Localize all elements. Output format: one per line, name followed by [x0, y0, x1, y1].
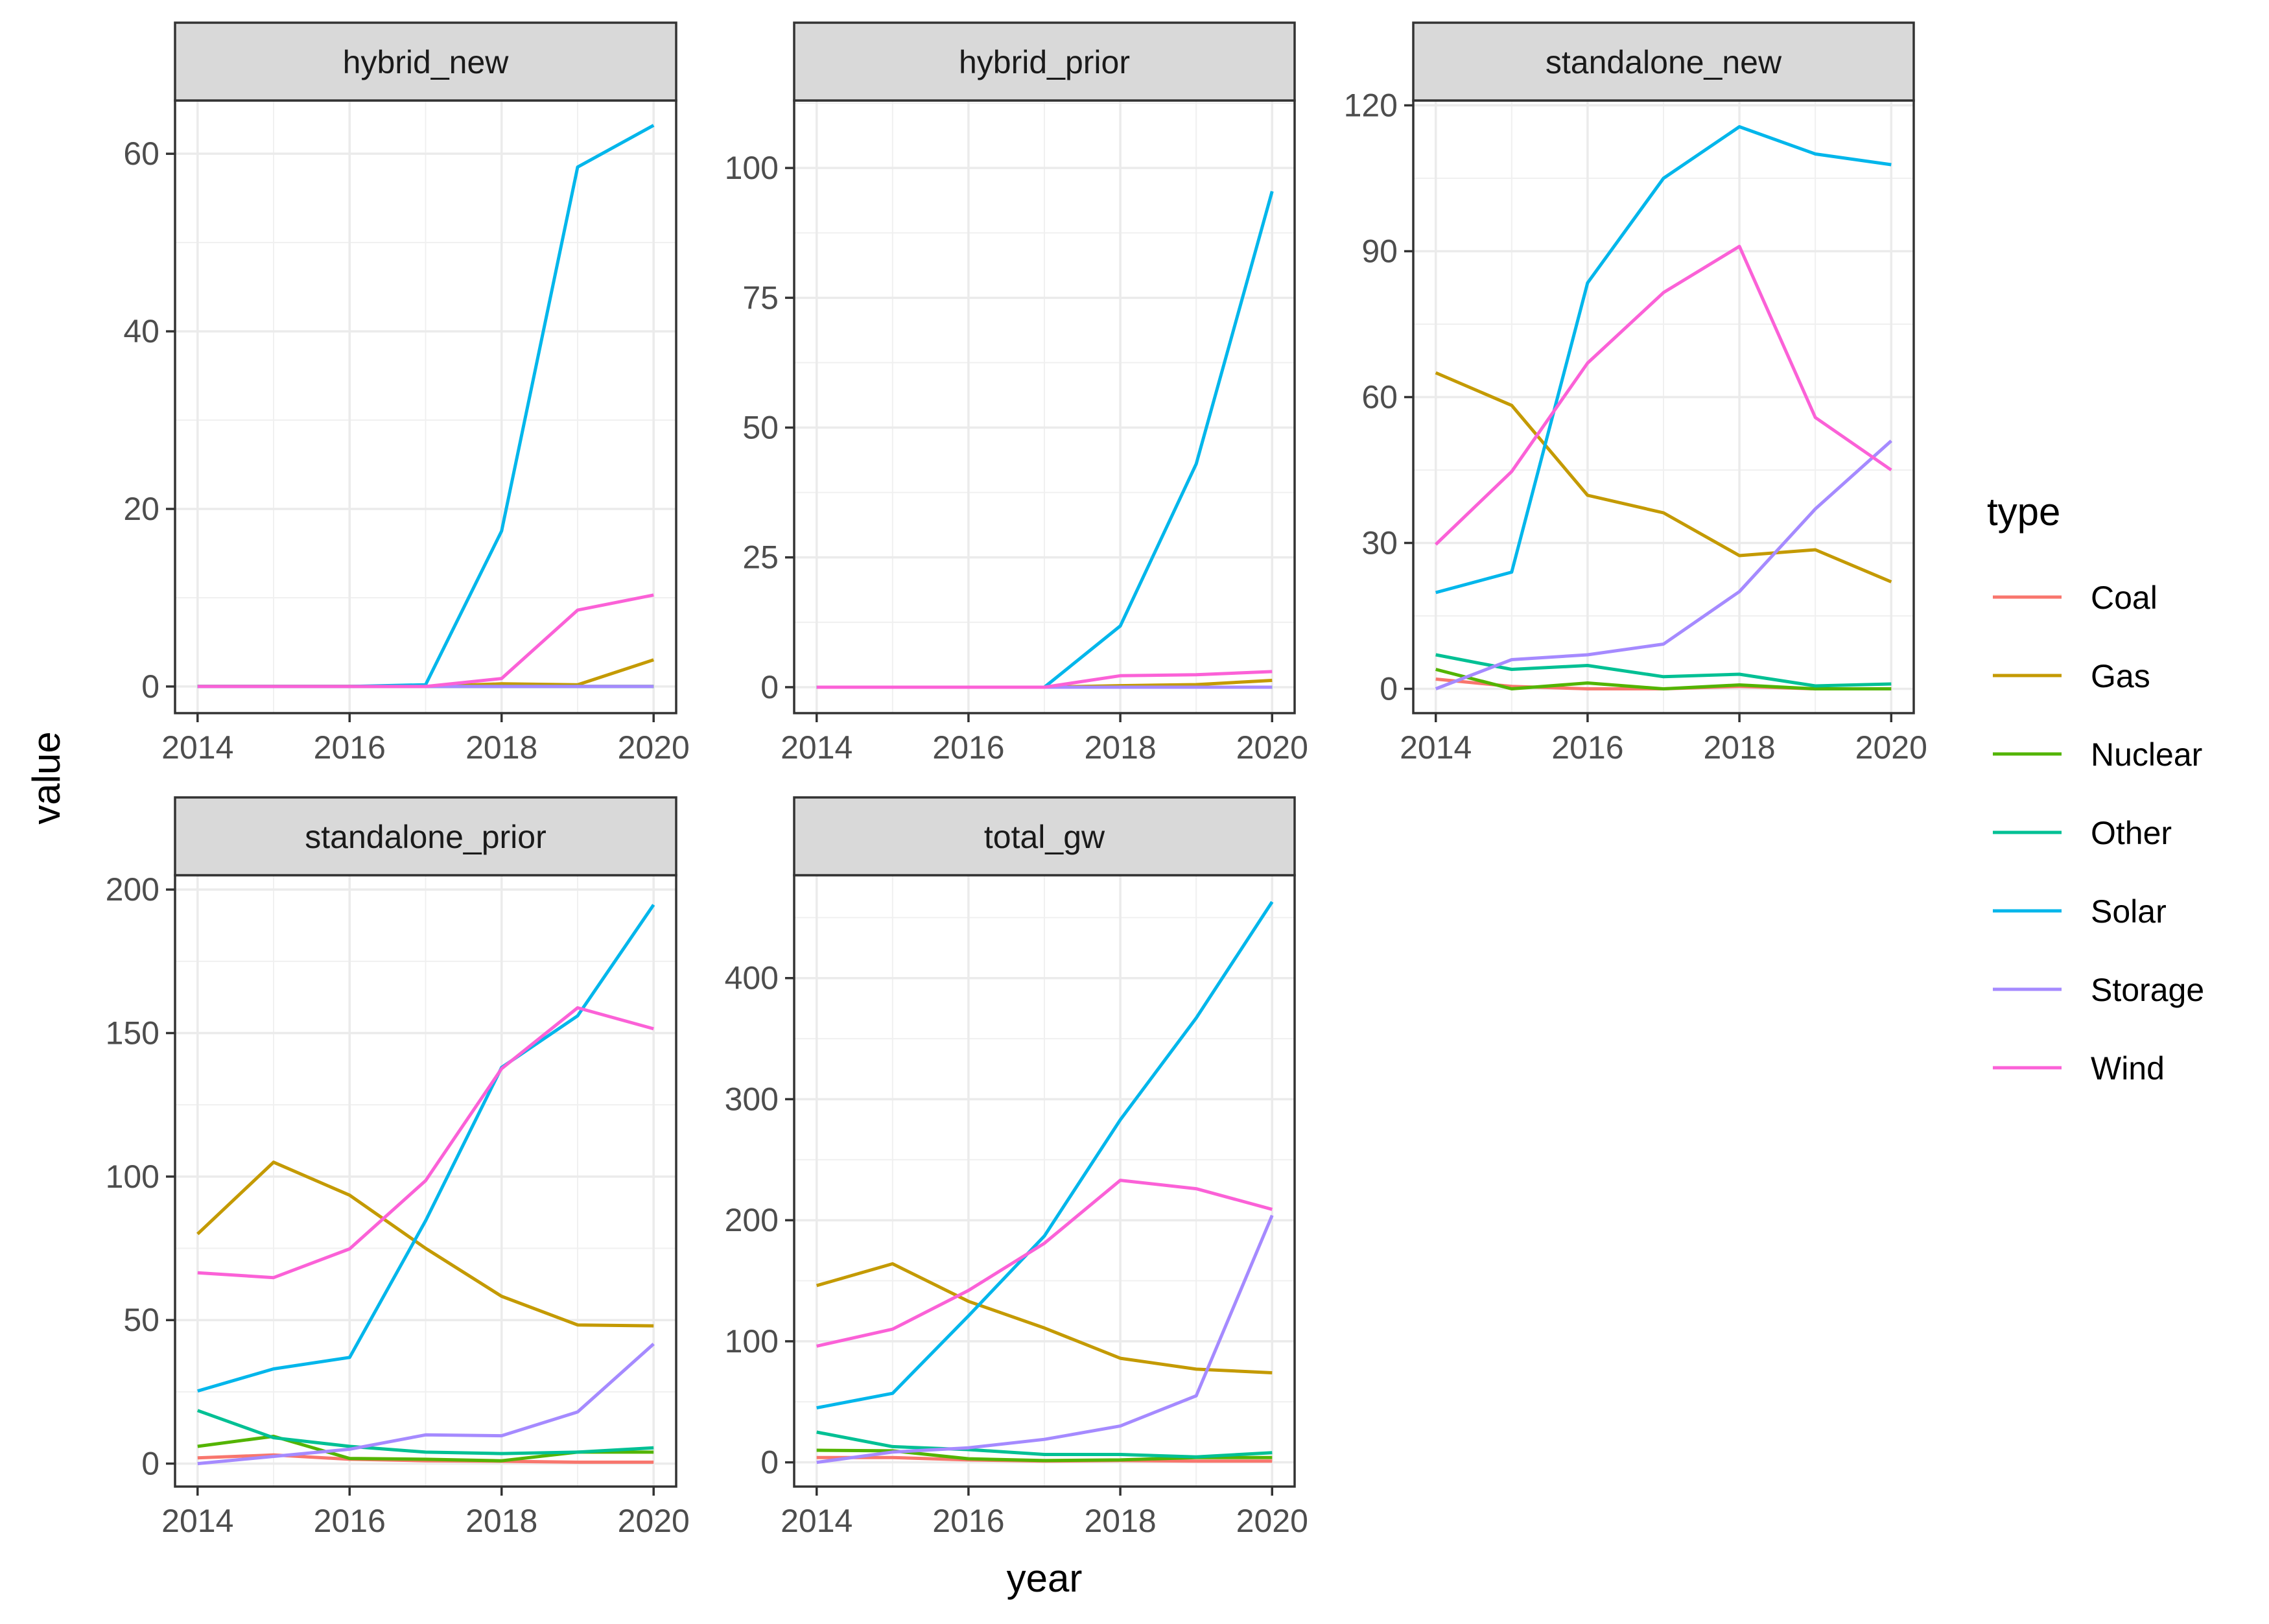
x-axis-title: year [1007, 1557, 1083, 1600]
series-line-other [1435, 653, 1892, 688]
facet-panel-hybrid_prior: hybrid_prior 0 25 50 75 100 2014 2016 2018 2020 [725, 21, 1308, 766]
y-tick-label: 0 [141, 668, 159, 705]
legend-item-nuclear: Nuclear [1993, 736, 2202, 773]
x-tick-label: 2016 [1551, 729, 1623, 766]
series-line-solar [1435, 125, 1892, 594]
x-tick-label: 2016 [314, 729, 386, 766]
y-tick-label: 40 [123, 313, 159, 349]
series-line-wind [816, 1179, 1273, 1348]
legend-label-coal: Coal [2091, 580, 2157, 616]
facet-strip [174, 21, 677, 102]
x-tick-label: 2014 [1400, 729, 1472, 766]
facet-strip-label: standalone_new [1546, 44, 1782, 80]
x-tick-label: 2020 [1236, 1503, 1308, 1539]
x-tick-label: 2014 [161, 729, 233, 766]
series-line-gas [196, 1160, 654, 1328]
y-tick-label: 120 [1344, 88, 1398, 124]
x-tick-label: 2016 [932, 729, 1004, 766]
facet-panel-standalone_prior: standalone_prior 0 50 100 150 200 2014 2016 2018… [106, 796, 690, 1539]
legend-item-wind: Wind [1993, 1050, 2165, 1087]
series-line-gas [816, 1262, 1273, 1374]
legend-label-solar: Solar [2091, 893, 2167, 930]
legend-item-coal: Coal [1993, 580, 2157, 616]
legend: type Coal Gas Nuclear Other Solar Storage Wind [1987, 490, 2204, 1087]
x-tick-label: 2014 [781, 1503, 852, 1539]
y-tick-label: 50 [123, 1302, 159, 1338]
series-line-storage [816, 1214, 1274, 1465]
y-tick-label: 0 [760, 1444, 779, 1481]
facet-strip-label: hybrid_prior [959, 44, 1130, 80]
y-tick-label: 30 [1361, 525, 1398, 561]
x-tick-label: 2014 [781, 729, 852, 766]
series-line-wind [1434, 244, 1892, 546]
legend-label-other: Other [2091, 815, 2172, 851]
y-tick-label: 400 [725, 960, 779, 996]
facet-strip-label: standalone_prior [305, 819, 547, 855]
y-tick-label: 75 [742, 279, 779, 316]
y-tick-label: 300 [725, 1081, 779, 1117]
legend-title: type [1987, 490, 2060, 534]
y-tick-label: 0 [760, 669, 779, 705]
y-tick-label: 0 [141, 1446, 159, 1482]
y-tick-label: 100 [725, 150, 779, 186]
x-tick-label: 2020 [1855, 729, 1927, 766]
legend-item-other: Other [1993, 815, 2172, 851]
x-tick-label: 2016 [314, 1503, 386, 1539]
series-line-wind [816, 670, 1273, 689]
facet-panel-hybrid_new: hybrid_new 0 20 40 60 2014 2016 2018 2020 [123, 21, 690, 766]
series-line-nuclear [1435, 668, 1892, 690]
y-tick-label: 100 [725, 1323, 779, 1359]
series-line-solar [197, 904, 655, 1393]
y-tick-label: 100 [106, 1159, 159, 1195]
x-tick-label: 2020 [618, 729, 690, 766]
series-line-gas [1435, 371, 1892, 583]
x-tick-label: 2018 [1703, 729, 1775, 766]
legend-label-nuclear: Nuclear [2091, 736, 2202, 773]
series-line-wind [197, 1006, 654, 1280]
legend-item-solar: Solar [1993, 893, 2167, 930]
y-tick-label: 60 [1361, 379, 1398, 416]
facet-strip [793, 21, 1296, 102]
y-tick-label: 50 [742, 410, 779, 446]
y-tick-label: 20 [123, 491, 159, 527]
y-tick-label: 60 [123, 135, 159, 172]
y-axis-title: value [25, 731, 68, 824]
facet-panel-total_gw: total_gw 0 100 200 300 400 2014 2016 2018 2020 [725, 796, 1308, 1539]
facet-strip-label: hybrid_new [343, 44, 510, 80]
series-line-storage [197, 1343, 655, 1466]
series-line-storage [1435, 440, 1892, 690]
y-tick-label: 0 [1380, 671, 1398, 707]
x-tick-label: 2020 [618, 1503, 690, 1539]
legend-label-storage: Storage [2091, 972, 2204, 1008]
x-tick-label: 2018 [465, 1503, 537, 1539]
facet-strip [793, 796, 1296, 877]
y-tick-label: 25 [742, 539, 779, 576]
x-tick-label: 2018 [1084, 1503, 1156, 1539]
facet-strip [1412, 21, 1915, 102]
series-line-solar [816, 900, 1274, 1410]
series-line-other [196, 1409, 654, 1455]
x-tick-label: 2018 [1084, 729, 1156, 766]
y-tick-label: 150 [106, 1015, 159, 1051]
series-line-wind [197, 593, 654, 688]
legend-label-gas: Gas [2091, 658, 2150, 694]
legend-item-storage: Storage [1993, 972, 2204, 1008]
y-tick-label: 90 [1361, 233, 1398, 270]
y-tick-label: 200 [725, 1202, 779, 1238]
legend-label-wind: Wind [2091, 1050, 2165, 1087]
y-tick-label: 200 [106, 871, 159, 908]
legend-item-gas: Gas [1993, 658, 2150, 694]
facet-panel-standalone_new: standalone_new 0 30 60 90 120 2014 2016 2018 2020 [1344, 21, 1927, 766]
x-tick-label: 2014 [161, 1503, 233, 1539]
x-tick-label: 2018 [465, 729, 537, 766]
series-line-other [816, 1430, 1273, 1459]
x-tick-label: 2020 [1236, 729, 1308, 766]
x-tick-label: 2016 [932, 1503, 1004, 1539]
facet-strip [174, 796, 677, 877]
facet-strip-label: total_gw [984, 819, 1105, 855]
